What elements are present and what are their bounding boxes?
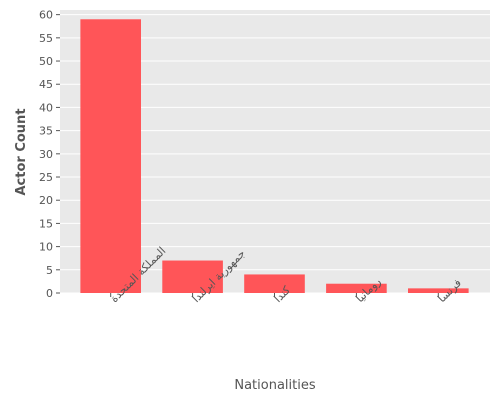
bar bbox=[80, 19, 141, 294]
y-axis-title: Actor Count bbox=[14, 108, 29, 195]
bar bbox=[408, 288, 469, 293]
y-axis-ticks: 0 5 10 15 20 25 30 35 40 45 50 55 60 bbox=[39, 9, 60, 300]
y-tick-label: 50 bbox=[39, 55, 53, 68]
y-tick-label: 55 bbox=[39, 32, 53, 45]
bar bbox=[326, 283, 387, 293]
bars bbox=[80, 19, 469, 294]
bar bbox=[162, 260, 223, 293]
y-tick-label: 60 bbox=[39, 9, 53, 22]
y-tick-label: 15 bbox=[39, 217, 53, 230]
y-tick-label: 35 bbox=[39, 125, 53, 138]
bar bbox=[244, 274, 305, 293]
y-tick-label: 20 bbox=[39, 194, 53, 207]
y-tick-label: 0 bbox=[46, 287, 53, 300]
y-tick-label: 5 bbox=[46, 264, 53, 277]
y-tick-label: 40 bbox=[39, 101, 53, 114]
y-tick-label: 45 bbox=[39, 78, 53, 91]
x-axis-title: Nationalities bbox=[234, 378, 315, 393]
y-tick-label: 10 bbox=[39, 241, 53, 254]
y-tick-label: 25 bbox=[39, 171, 53, 184]
y-tick-label: 30 bbox=[39, 148, 53, 161]
